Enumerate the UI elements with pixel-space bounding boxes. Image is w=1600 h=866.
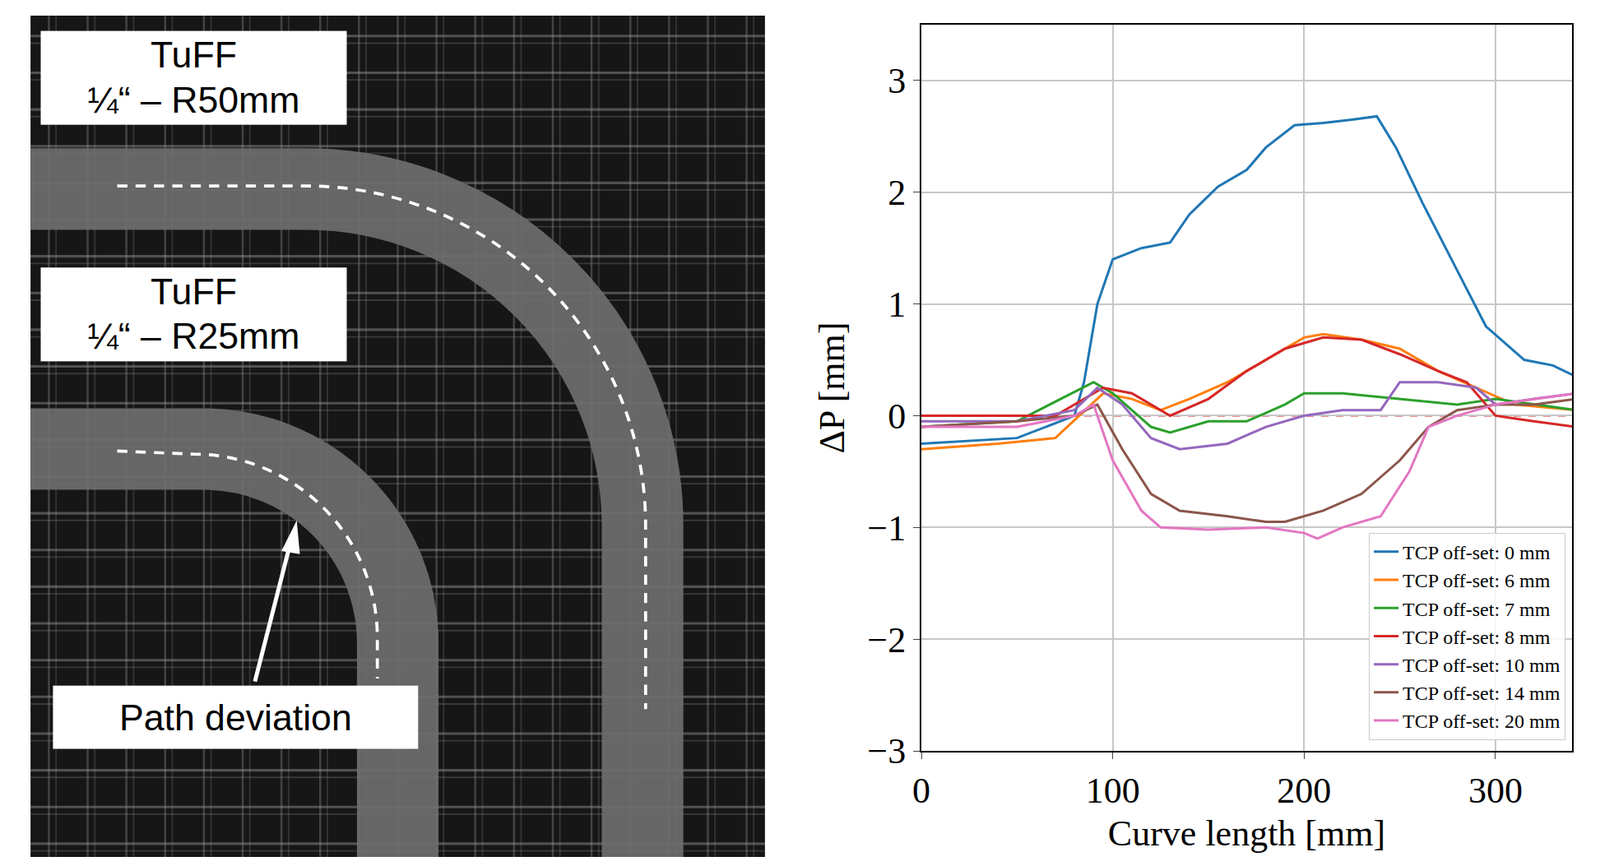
svg-text:Curve length [mm]: Curve length [mm] <box>1108 813 1386 854</box>
svg-text:−1: −1 <box>867 508 906 549</box>
svg-text:2: 2 <box>887 172 906 214</box>
svg-text:−2: −2 <box>867 620 906 661</box>
svg-text:Path deviation: Path deviation <box>119 697 353 738</box>
svg-text:100: 100 <box>1085 770 1141 812</box>
svg-text:TCP off-set: 8 mm: TCP off-set: 8 mm <box>1402 626 1551 649</box>
svg-text:TuFF¼“ – R25mm: TuFF¼“ – R25mm <box>88 271 301 358</box>
svg-text:TCP off-set: 20 mm: TCP off-set: 20 mm <box>1402 710 1561 733</box>
svg-text:TCP off-set: 0 mm: TCP off-set: 0 mm <box>1402 542 1551 564</box>
svg-text:ΔP [mm]: ΔP [mm] <box>811 322 853 455</box>
svg-text:0: 0 <box>912 770 931 812</box>
svg-text:TCP off-set: 14 mm: TCP off-set: 14 mm <box>1402 682 1561 705</box>
svg-text:TuFF¼“ – R50mm: TuFF¼“ – R50mm <box>88 34 301 121</box>
svg-text:0: 0 <box>887 396 906 437</box>
svg-text:TCP off-set: 7 mm: TCP off-set: 7 mm <box>1402 598 1551 621</box>
svg-text:300: 300 <box>1468 770 1523 812</box>
svg-text:1: 1 <box>887 284 906 325</box>
svg-text:TCP off-set: 10 mm: TCP off-set: 10 mm <box>1402 654 1561 677</box>
svg-text:3: 3 <box>887 60 906 102</box>
svg-text:−3: −3 <box>867 731 906 772</box>
svg-text:TCP off-set: 6 mm: TCP off-set: 6 mm <box>1402 570 1551 592</box>
svg-text:200: 200 <box>1276 770 1332 812</box>
